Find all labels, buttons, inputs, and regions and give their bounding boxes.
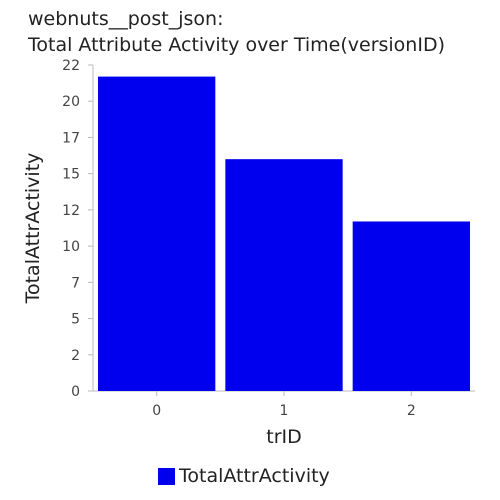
y-tick-label: 12 xyxy=(62,203,80,219)
legend-swatch xyxy=(158,467,175,485)
y-ticks-group: 0 2 5 7 10 12 15 17 20 22 xyxy=(62,58,93,400)
x-tick-label: 2 xyxy=(407,403,416,419)
y-tick-label: 17 xyxy=(62,130,80,146)
chart-title-line-1: webnuts__post_json: xyxy=(28,8,224,30)
y-tick-label: 15 xyxy=(62,167,80,183)
y-tick-label: 0 xyxy=(71,384,80,400)
bar-2 xyxy=(352,221,470,391)
y-tick-label: 5 xyxy=(71,312,80,328)
x-ticks-group: 0 1 2 xyxy=(152,391,416,419)
x-axis-label: trID xyxy=(266,426,302,448)
x-tick-label: 0 xyxy=(152,403,161,419)
chart-title-line-2: Total Attribute Activity over Time(versi… xyxy=(28,34,445,56)
bars-group xyxy=(98,76,470,391)
y-tick-label: 10 xyxy=(62,239,80,255)
legend-label: TotalAttrActivity xyxy=(179,465,330,487)
y-tick-label: 20 xyxy=(62,94,80,110)
y-tick-label: 22 xyxy=(62,58,80,74)
chart-title: webnuts__post_json: Total Attribute Acti… xyxy=(28,6,445,58)
y-axis-label: TotalAttrActivity xyxy=(22,153,44,305)
bar-0 xyxy=(98,76,216,391)
x-tick-label: 1 xyxy=(280,403,289,419)
y-tick-label: 7 xyxy=(71,275,80,291)
legend: TotalAttrActivity xyxy=(158,465,330,487)
y-tick-label: 2 xyxy=(71,348,80,364)
bar-1 xyxy=(225,159,343,391)
